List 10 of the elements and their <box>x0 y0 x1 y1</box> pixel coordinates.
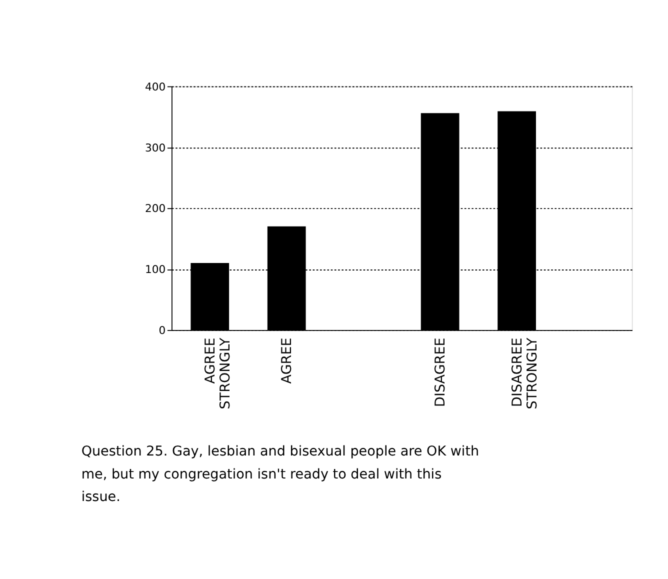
y-tick-label: 100 <box>144 263 166 276</box>
y-tick-label: 0 <box>158 324 166 338</box>
text: Question 25. Gay, lesbian and bisexual people are OK with me, but my congregation isn't ready to deal with this issue. <box>81 444 480 505</box>
x-tick-label: AGREE STRONGLY <box>202 336 234 410</box>
y-tick-label: 400 <box>144 80 166 94</box>
x-tick-label: DISAGREE <box>432 338 449 407</box>
x-tick-label: DISAGREE STRONGLY <box>509 336 541 410</box>
x-tick-label: AGREE <box>279 338 296 384</box>
y-tick-label: 300 <box>144 141 166 154</box>
y-tick-label: 200 <box>144 202 166 216</box>
